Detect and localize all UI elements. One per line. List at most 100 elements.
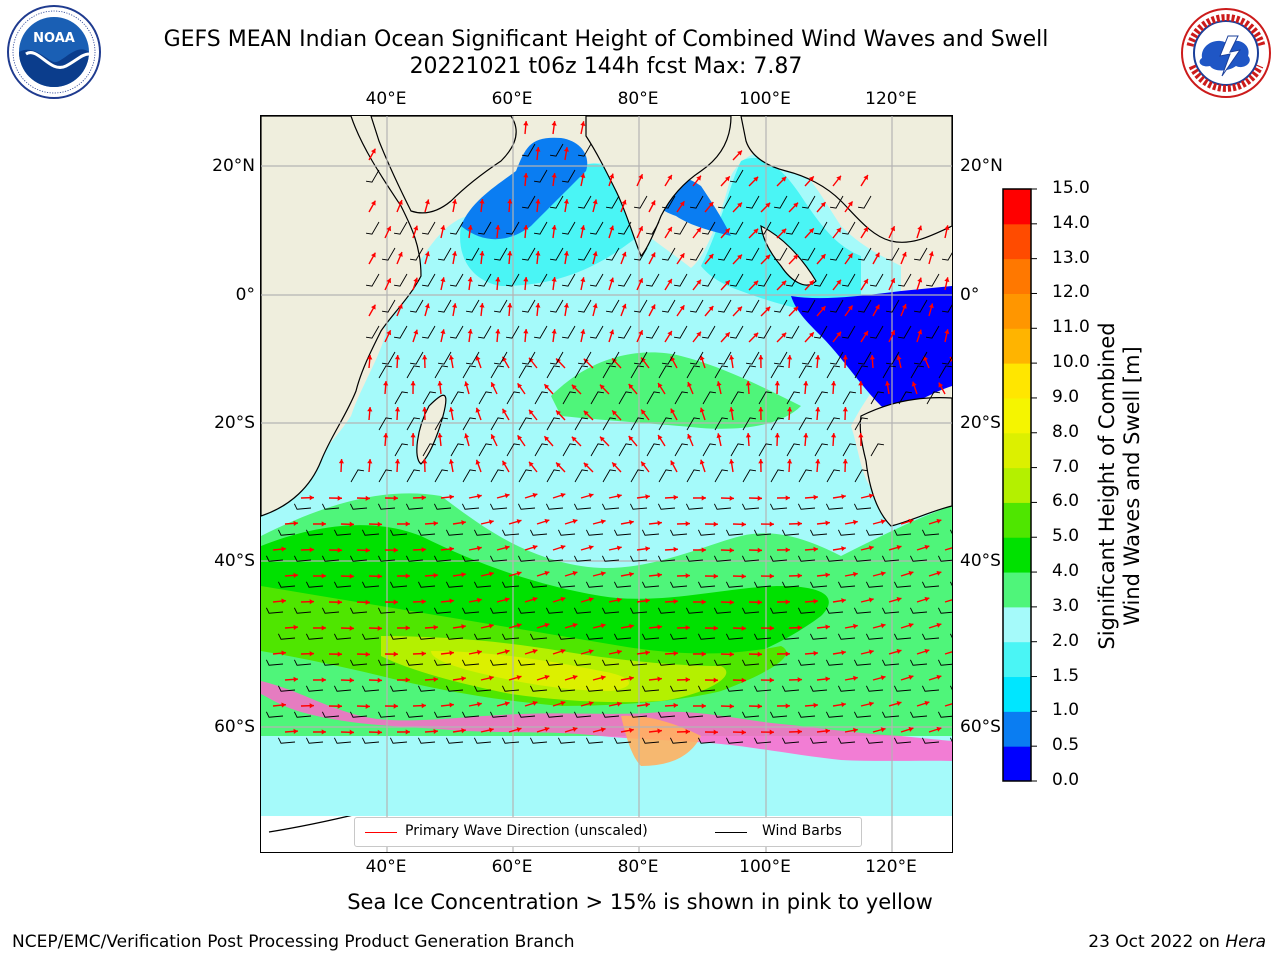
wave-arrow-head: [657, 624, 662, 630]
wave-arrow-head: [535, 251, 541, 256]
wind-barb: [697, 633, 716, 640]
wind-barb: [865, 633, 884, 640]
wave-arrow-head: [609, 173, 615, 179]
footer-machine: Hera: [1225, 932, 1266, 952]
wave-arrow-head: [765, 254, 771, 260]
wind-barb: [305, 685, 324, 692]
wave-arrow-head: [797, 521, 802, 527]
wave-arrow-head: [657, 676, 662, 682]
wave-arrow-head: [467, 277, 473, 282]
wind-barb: [349, 659, 368, 666]
wave-arrow-head: [479, 199, 485, 204]
wind-barb: [758, 391, 772, 405]
wave-arrow: [944, 651, 952, 655]
wave-arrow-head: [928, 303, 934, 309]
wind-barb: [405, 711, 424, 718]
wave-arrow-head: [911, 381, 917, 387]
wind-barb: [854, 469, 868, 483]
wave-arrow-head: [410, 433, 416, 438]
wave-arrow-head: [421, 547, 426, 553]
wave-arrow-head: [475, 355, 481, 361]
wind-barb: [277, 737, 296, 744]
wave-arrow-head: [349, 729, 354, 735]
wave-arrow-head: [797, 625, 802, 631]
wind-barb: [646, 443, 660, 457]
wave-arrow-head: [367, 407, 373, 412]
wave-arrow-head: [765, 306, 771, 312]
wave-arrow-head: [504, 649, 510, 655]
wave-arrow-head: [560, 492, 566, 498]
wave-arrow-head: [679, 201, 685, 207]
wind-barb: [382, 351, 396, 365]
wind-barb: [725, 737, 744, 744]
lon-label-top-120e: 120°E: [865, 89, 917, 109]
madagascar: [416, 394, 447, 465]
wave-arrow-head: [815, 355, 821, 360]
wave-arrow-head: [713, 573, 718, 579]
wave-arrow-head: [516, 571, 522, 577]
wind-barb: [690, 299, 704, 313]
wind-barb: [769, 503, 788, 510]
wave-arrow-head: [936, 518, 942, 524]
wave-arrow: [944, 599, 952, 603]
wind-barb: [518, 469, 532, 483]
wind-barb: [914, 247, 928, 261]
wind-barb: [937, 607, 952, 614]
wind-barb: [389, 633, 408, 640]
wave-arrow-head: [708, 254, 714, 259]
wind-barb: [574, 365, 588, 379]
wave-arrow-head: [321, 677, 326, 683]
wave-arrow-head: [629, 519, 634, 525]
wave-arrow-head: [880, 623, 886, 629]
wave-arrow-head: [371, 200, 376, 206]
wave-arrow-head: [896, 597, 902, 602]
wind-barb: [545, 555, 564, 562]
wave-arrow-head: [729, 407, 735, 412]
wave-arrow-head: [842, 459, 848, 464]
wind-barb: [921, 737, 940, 744]
map-legend: Primary Wave Direction (unscaled) Wind B…: [354, 817, 862, 847]
wave-arrow-head: [679, 305, 685, 311]
wind-barb: [634, 195, 648, 209]
wind-barb: [893, 529, 912, 536]
wind-barb: [853, 555, 872, 562]
wind-barb: [433, 607, 452, 614]
colorbar-swatch: [1003, 676, 1031, 712]
wave-arrow-head: [507, 251, 513, 256]
wind-barb: [669, 633, 688, 640]
wind-barb-swatch: [715, 832, 747, 833]
wave-arrow-head: [551, 225, 557, 230]
wind-barb: [741, 711, 760, 718]
wind-barb: [501, 685, 520, 692]
wind-barb: [349, 607, 368, 614]
wind-barb: [685, 503, 704, 510]
wind-barb: [893, 633, 912, 640]
wind-barb: [277, 581, 296, 588]
wave-arrow-head: [713, 729, 718, 735]
wave-arrow-head: [820, 254, 826, 260]
wind-barb: [730, 391, 744, 405]
wind-barb: [606, 351, 620, 365]
colorbar-tick-label: 7.0: [1052, 456, 1080, 477]
wind-barb-legend-label: Wind Barbs: [762, 823, 842, 839]
wave-arrow-head: [769, 625, 774, 631]
wind-barb: [865, 685, 884, 692]
wave-arrow-head: [708, 202, 714, 207]
wind-barb: [770, 365, 784, 379]
wind-barb: [321, 503, 340, 510]
wind-barb: [293, 711, 312, 718]
wave-arrow-head: [769, 729, 774, 735]
wave-arrow-head: [641, 461, 646, 467]
wave-arrow-head: [757, 651, 762, 657]
wind-barb: [478, 325, 492, 339]
wind-barb: [410, 351, 424, 365]
wave-arrow-head: [797, 677, 802, 683]
wind-barb: [573, 555, 592, 562]
wind-barb: [361, 737, 380, 744]
wave-arrow-head: [724, 228, 730, 234]
wave-arrow-head: [281, 702, 286, 708]
wave-arrow-head: [701, 651, 706, 657]
wave-arrow-head: [394, 355, 401, 360]
wind-barb: [405, 607, 424, 614]
wind-barb: [725, 633, 744, 640]
